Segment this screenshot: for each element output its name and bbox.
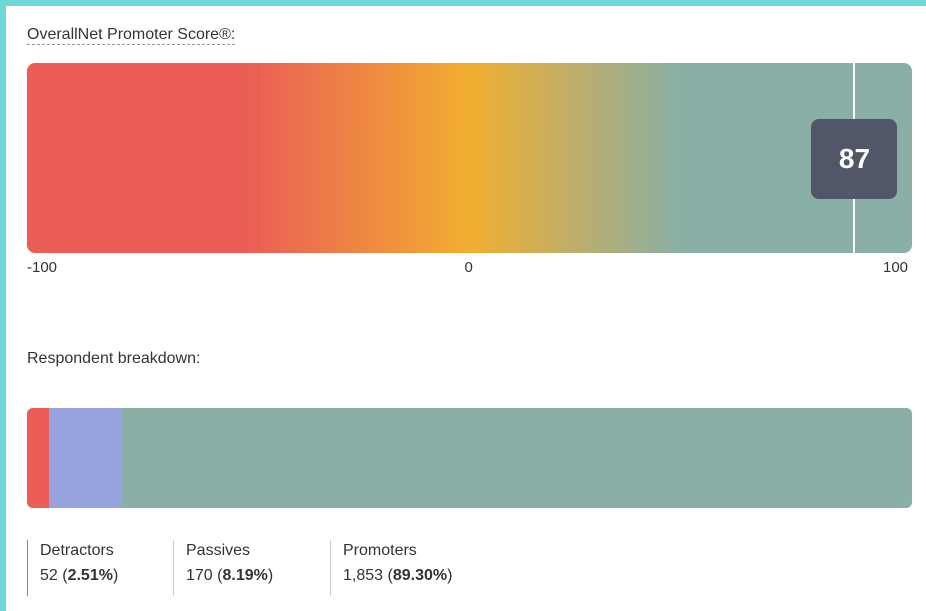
gauge-tick-zero: 0 <box>464 259 473 276</box>
breakdown-stacked-bar <box>27 408 912 508</box>
legend-passives-value: 170 (8.19%) <box>186 567 274 584</box>
nps-score-badge: 87 <box>811 119 898 199</box>
nps-title[interactable]: OverallNet Promoter Score®: <box>27 26 236 45</box>
nps-score-value: 87 <box>838 143 871 174</box>
legend-promoters: Promoters 1,853 (89.30%) <box>330 540 452 596</box>
breakdown-title: Respondent breakdown: <box>27 350 201 367</box>
legend-promoters-label: Promoters <box>343 542 417 559</box>
legend-promoters-value: 1,853 (89.30%) <box>343 567 453 584</box>
legend-detractors-value: 52 (2.51%) <box>40 567 119 584</box>
nps-panel: OverallNet Promoter Score®: 87 -100 0 10… <box>6 6 926 611</box>
segment-detractors <box>27 408 50 508</box>
nps-gauge: 87 <box>27 63 912 253</box>
segment-passives <box>49 408 122 508</box>
segment-promoters <box>121 408 912 508</box>
legend-passives-label: Passives <box>186 542 251 559</box>
legend-detractors-label: Detractors <box>40 542 114 559</box>
legend-passives: Passives 170 (8.19%) <box>173 540 273 596</box>
gauge-tick-min: -100 <box>27 259 58 276</box>
legend-detractors: Detractors 52 (2.51%) <box>27 540 118 596</box>
nps-title-text[interactable]: OverallNet Promoter Score®: <box>27 26 236 45</box>
gauge-tick-max: 100 <box>883 259 909 276</box>
